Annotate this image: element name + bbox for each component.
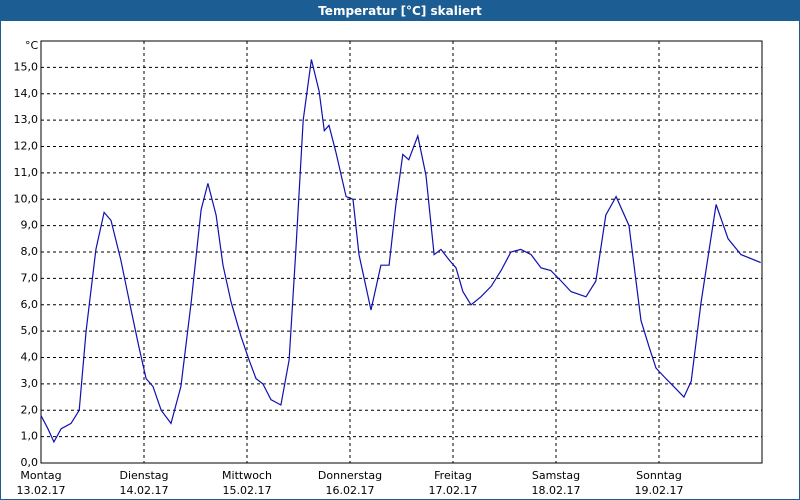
x-tick-day: Samstag <box>532 469 580 482</box>
plot-border <box>40 40 763 464</box>
y-tick-label: 9,0 <box>21 219 39 232</box>
y-tick-label: 3,0 <box>21 377 39 390</box>
x-tick-day: Dienstag <box>119 469 168 482</box>
y-tick-label: 0,0 <box>21 456 39 469</box>
x-tick-day: Montag <box>20 469 61 482</box>
x-tick-date: 18.02.17 <box>532 484 581 497</box>
x-tick-date: 13.02.17 <box>17 484 66 497</box>
y-tick-label: 15,0 <box>14 60 39 73</box>
y-tick-label: 2,0 <box>21 403 39 416</box>
x-tick-date: 14.02.17 <box>120 484 169 497</box>
temperature-line <box>40 59 761 444</box>
y-tick-label: 13,0 <box>14 113 39 126</box>
y-unit: °C <box>25 39 39 52</box>
y-tick-label: 7,0 <box>21 271 39 284</box>
x-tick-date: 16.02.17 <box>326 484 375 497</box>
y-tick-label: 5,0 <box>21 324 39 337</box>
x-tick-date: 19.02.17 <box>635 484 684 497</box>
y-tick-label: 4,0 <box>21 351 39 364</box>
y-tick-label: 12,0 <box>14 140 39 153</box>
x-tick-date: 15.02.17 <box>223 484 272 497</box>
title-bar: Temperatur [°C] skaliert <box>1 1 799 21</box>
y-tick-label: 1,0 <box>21 430 39 443</box>
y-tick-label: 6,0 <box>21 298 39 311</box>
x-tick-day: Sonntag <box>636 469 682 482</box>
y-tick-label: 11,0 <box>14 166 39 179</box>
x-tick-day: Freitag <box>434 469 472 482</box>
x-tick-day: Donnerstag <box>318 469 382 482</box>
y-tick-label: 14,0 <box>14 87 39 100</box>
x-tick-date: 17.02.17 <box>429 484 478 497</box>
y-tick-label: 10,0 <box>14 192 39 205</box>
y-tick-label: 8,0 <box>21 245 39 258</box>
x-tick-day: Mittwoch <box>222 469 272 482</box>
